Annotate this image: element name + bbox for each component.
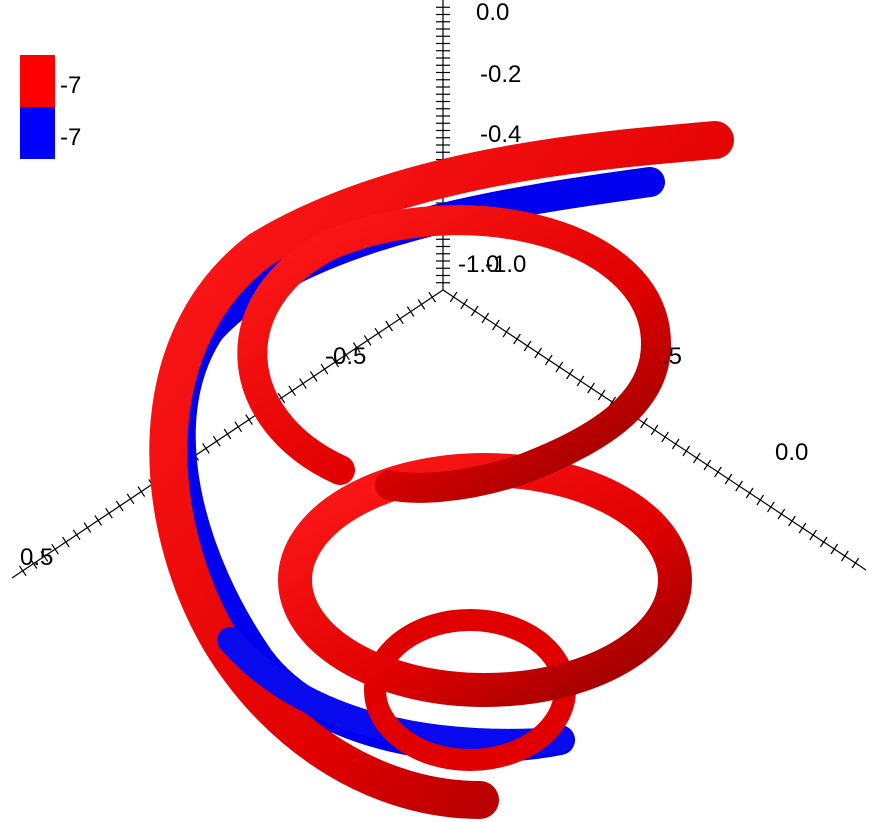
axis-label: -0.2 — [480, 61, 521, 88]
visualization: -7 -7 0.0 -0.2 -0.4 -1.0 -1.0 -0.5 0.5 .… — [0, 0, 875, 822]
axis-label: 0.0 — [775, 439, 808, 466]
legend-swatch — [20, 55, 55, 107]
axis-label: 0.0 — [476, 0, 509, 26]
axis-label: -1.0 — [485, 251, 526, 278]
legend-swatch — [20, 107, 55, 159]
axis-label: .5 — [662, 343, 682, 370]
legend-label: -7 — [60, 124, 81, 151]
axis-label: 0.5 — [20, 544, 53, 571]
legend-label: -7 — [60, 72, 81, 99]
axis-label: -0.4 — [480, 121, 521, 148]
axis-label: -0.5 — [325, 343, 366, 370]
